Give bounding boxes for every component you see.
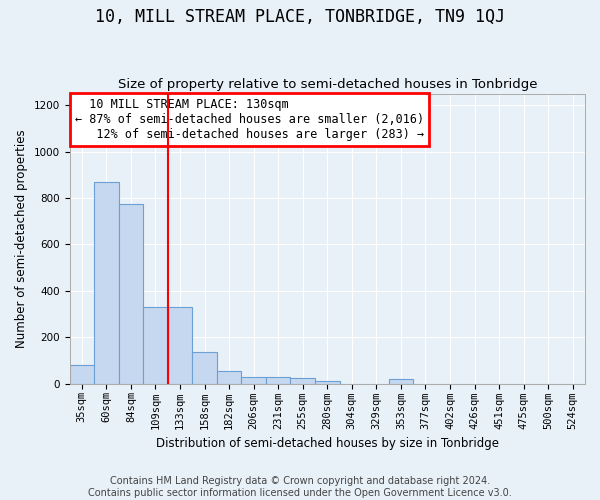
Bar [192,352,217,384]
Bar [70,365,94,384]
Bar [168,307,192,384]
Title: Size of property relative to semi-detached houses in Tonbridge: Size of property relative to semi-detach… [118,78,537,91]
Text: 10 MILL STREAM PLACE: 130sqm
← 87% of semi-detached houses are smaller (2,016)
 : 10 MILL STREAM PLACE: 130sqm ← 87% of se… [74,98,424,141]
Y-axis label: Number of semi-detached properties: Number of semi-detached properties [15,129,28,348]
Bar [266,377,290,384]
Bar [119,204,143,384]
Bar [290,378,315,384]
Bar [217,371,241,384]
Bar [315,381,340,384]
Bar [94,182,119,384]
Bar [241,376,266,384]
Bar [143,307,168,384]
X-axis label: Distribution of semi-detached houses by size in Tonbridge: Distribution of semi-detached houses by … [156,437,499,450]
Text: Contains HM Land Registry data © Crown copyright and database right 2024.
Contai: Contains HM Land Registry data © Crown c… [88,476,512,498]
Text: 10, MILL STREAM PLACE, TONBRIDGE, TN9 1QJ: 10, MILL STREAM PLACE, TONBRIDGE, TN9 1Q… [95,8,505,26]
Bar [389,380,413,384]
